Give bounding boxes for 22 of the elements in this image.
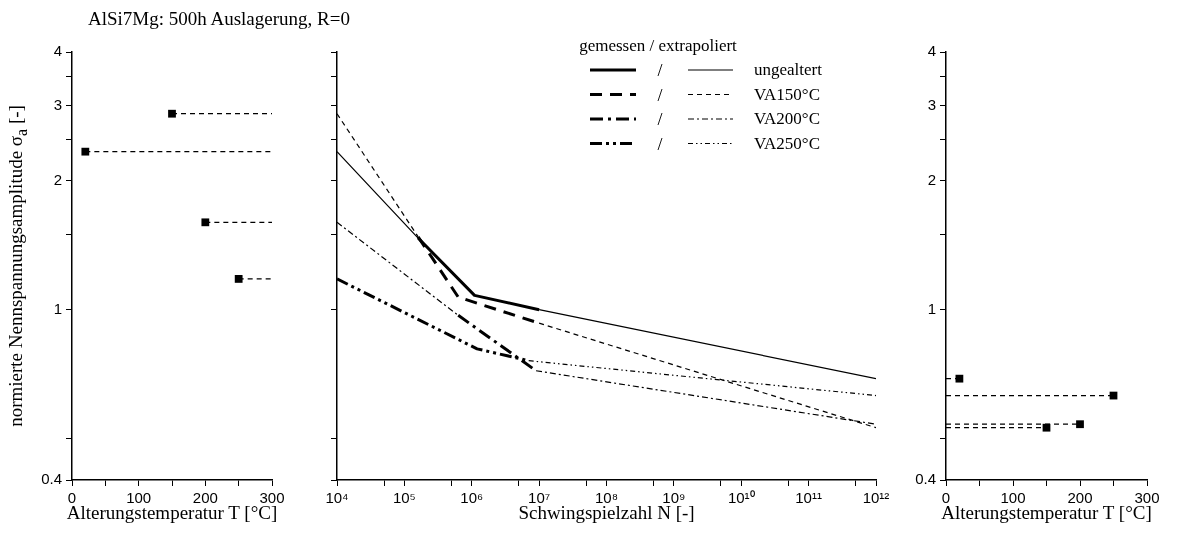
chart-title: AlSi7Mg: 500h Auslagerung, R=0: [88, 8, 350, 30]
y-tick-label: 1: [927, 299, 936, 317]
legend-label: ungealtert: [754, 60, 823, 80]
legend-label: VA250°C: [754, 133, 820, 153]
y-tick-label: 2: [53, 170, 62, 188]
x-tick-label: 10⁴: [325, 489, 349, 507]
x-tick-label: 10¹²: [862, 489, 890, 507]
y-tick-label: 1: [53, 299, 62, 317]
y-tick-label: 0.4: [915, 470, 936, 488]
legend-label: VA200°C: [754, 109, 820, 129]
legend-title: gemessen / extrapoliert: [579, 36, 738, 56]
y-tick-label: 3: [53, 95, 62, 113]
y-tick-label: 2: [927, 170, 936, 188]
y-tick-label: 0.4: [41, 470, 62, 488]
y-tick-label: 4: [53, 42, 62, 60]
x-tick-label: 10¹⁰: [727, 489, 755, 507]
y-tick-label: 3: [927, 95, 936, 113]
x-tick-label: 10¹¹: [795, 489, 822, 507]
y-tick-label: 4: [927, 42, 936, 60]
x-tick-label: 10⁶: [460, 489, 484, 507]
x-tick-label: 10⁵: [392, 489, 416, 507]
legend-label: VA150°C: [754, 84, 820, 104]
